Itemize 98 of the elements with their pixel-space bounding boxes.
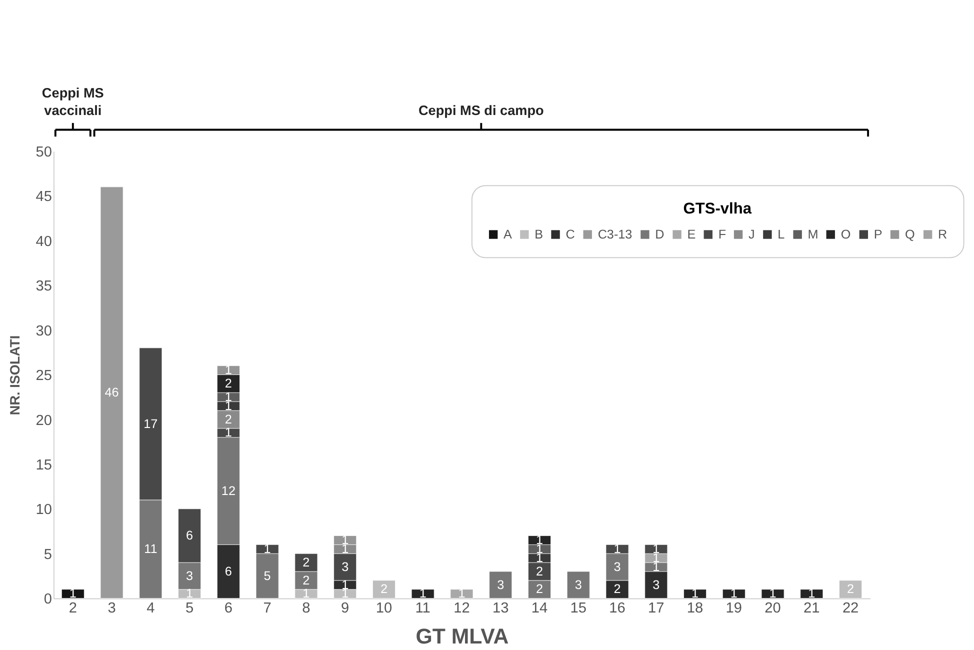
legend-label: O bbox=[840, 227, 851, 242]
x-tick-label: 9 bbox=[341, 600, 350, 616]
y-tick-label: 15 bbox=[36, 458, 52, 474]
x-tick-label: 10 bbox=[376, 600, 392, 616]
data-label: 1 bbox=[419, 586, 426, 601]
legend-label: E bbox=[687, 227, 696, 242]
x-tick-label: 15 bbox=[570, 600, 586, 616]
x-tick-label: 3 bbox=[108, 600, 116, 616]
data-label: 1 bbox=[808, 586, 816, 601]
bar bbox=[566, 571, 590, 598]
data-label: 3 bbox=[342, 560, 349, 574]
data-label: 6 bbox=[224, 564, 232, 578]
data-label: 3 bbox=[497, 578, 504, 592]
legend-label: Q bbox=[904, 227, 915, 242]
bar bbox=[372, 580, 396, 598]
bar bbox=[684, 589, 706, 598]
data-label: 1 bbox=[186, 586, 194, 601]
y-tick-label: 10 bbox=[36, 502, 52, 518]
y-tick-label: 20 bbox=[36, 412, 52, 429]
legend-label: L bbox=[778, 227, 785, 242]
y-tick-label: 35 bbox=[36, 278, 52, 295]
x-tick-label: 11 bbox=[415, 600, 430, 616]
data-label: 11 bbox=[144, 542, 158, 556]
y-tick-label: 30 bbox=[36, 323, 52, 340]
data-label: 1 bbox=[692, 586, 699, 601]
bar bbox=[450, 589, 474, 598]
data-label: 1 bbox=[769, 586, 776, 601]
data-label: 2 bbox=[224, 412, 232, 426]
x-tick-label: 16 bbox=[609, 600, 626, 616]
data-label: 1 bbox=[224, 363, 232, 378]
x-tick-label: 21 bbox=[804, 600, 820, 616]
data-label: 1 bbox=[614, 542, 621, 556]
legend-label: F bbox=[718, 227, 726, 242]
data-label: 17 bbox=[144, 416, 158, 431]
x-tick-label: 19 bbox=[726, 600, 742, 616]
legend-label: B bbox=[534, 227, 544, 242]
x-tick-label: 8 bbox=[302, 600, 310, 616]
legend-label: J bbox=[748, 227, 755, 242]
data-label: 3 bbox=[614, 560, 621, 574]
x-tick-label: 12 bbox=[454, 600, 470, 616]
legend-title: GTS-vlha bbox=[683, 200, 752, 218]
data-label: 1 bbox=[264, 542, 271, 556]
data-label: 5 bbox=[264, 568, 271, 583]
y-tick-label: 5 bbox=[44, 546, 52, 563]
data-label: 2 bbox=[536, 582, 544, 596]
data-label: 2 bbox=[847, 582, 854, 596]
x-tick-label: 6 bbox=[224, 600, 232, 616]
x-tick-label: 4 bbox=[146, 600, 155, 616]
legend-label: C bbox=[566, 227, 575, 242]
text: Ceppi MS vaccinali bbox=[42, 86, 104, 118]
x-tick-label: 18 bbox=[686, 600, 704, 616]
y-tick-label: 0 bbox=[44, 592, 52, 608]
y-axis-title: NR. ISOLATI bbox=[7, 335, 22, 416]
bar bbox=[100, 186, 124, 598]
data-label: 3 bbox=[574, 578, 582, 592]
legend-label: D bbox=[655, 227, 664, 242]
data-label: 1 bbox=[458, 586, 466, 601]
data-label: 2 bbox=[614, 582, 621, 596]
bar bbox=[722, 589, 746, 598]
data-label: 1 bbox=[69, 586, 76, 601]
x-tick-label: 14 bbox=[531, 600, 548, 616]
x-tick-label: 20 bbox=[764, 600, 781, 616]
data-label: 3 bbox=[652, 578, 660, 592]
data-label: 2 bbox=[302, 555, 310, 570]
data-label: 2 bbox=[224, 376, 232, 391]
x-tick-label: 17 bbox=[648, 600, 664, 616]
data-label: 1 bbox=[302, 586, 310, 601]
legend-label: P bbox=[874, 227, 882, 242]
data-label: 6 bbox=[186, 528, 194, 543]
x-tick-label: 5 bbox=[185, 600, 194, 616]
x-tick-label: 7 bbox=[263, 600, 272, 616]
x-tick-label: 22 bbox=[842, 600, 859, 616]
data-label: 3 bbox=[186, 568, 194, 583]
bar bbox=[411, 589, 434, 598]
bar bbox=[489, 571, 512, 598]
legend-label: A bbox=[504, 227, 513, 242]
x-axis-title: GT MLVA bbox=[416, 624, 509, 648]
bar bbox=[61, 589, 84, 598]
bar bbox=[800, 589, 824, 598]
x-tick-label: 13 bbox=[492, 600, 509, 616]
legend-label: R bbox=[938, 227, 948, 242]
text: Ceppi MS di campo bbox=[418, 103, 544, 118]
y-tick-label: 45 bbox=[36, 189, 52, 206]
data-label: 2 bbox=[302, 573, 310, 588]
y-tick-label: 25 bbox=[36, 368, 52, 384]
data-label: 2 bbox=[536, 564, 544, 578]
bar bbox=[839, 580, 862, 598]
data-label: 1 bbox=[224, 426, 232, 440]
y-tick-label: 50 bbox=[36, 144, 52, 160]
legend-label: C3-13 bbox=[598, 227, 632, 242]
x-tick-label: 2 bbox=[68, 600, 77, 616]
data-label: 46 bbox=[104, 386, 119, 400]
bar bbox=[761, 589, 784, 598]
legend-label: M bbox=[808, 227, 818, 242]
data-label: 1 bbox=[730, 586, 738, 601]
data-label: 2 bbox=[380, 582, 388, 596]
y-tick-label: 40 bbox=[36, 234, 52, 250]
data-label: 12 bbox=[221, 484, 236, 498]
